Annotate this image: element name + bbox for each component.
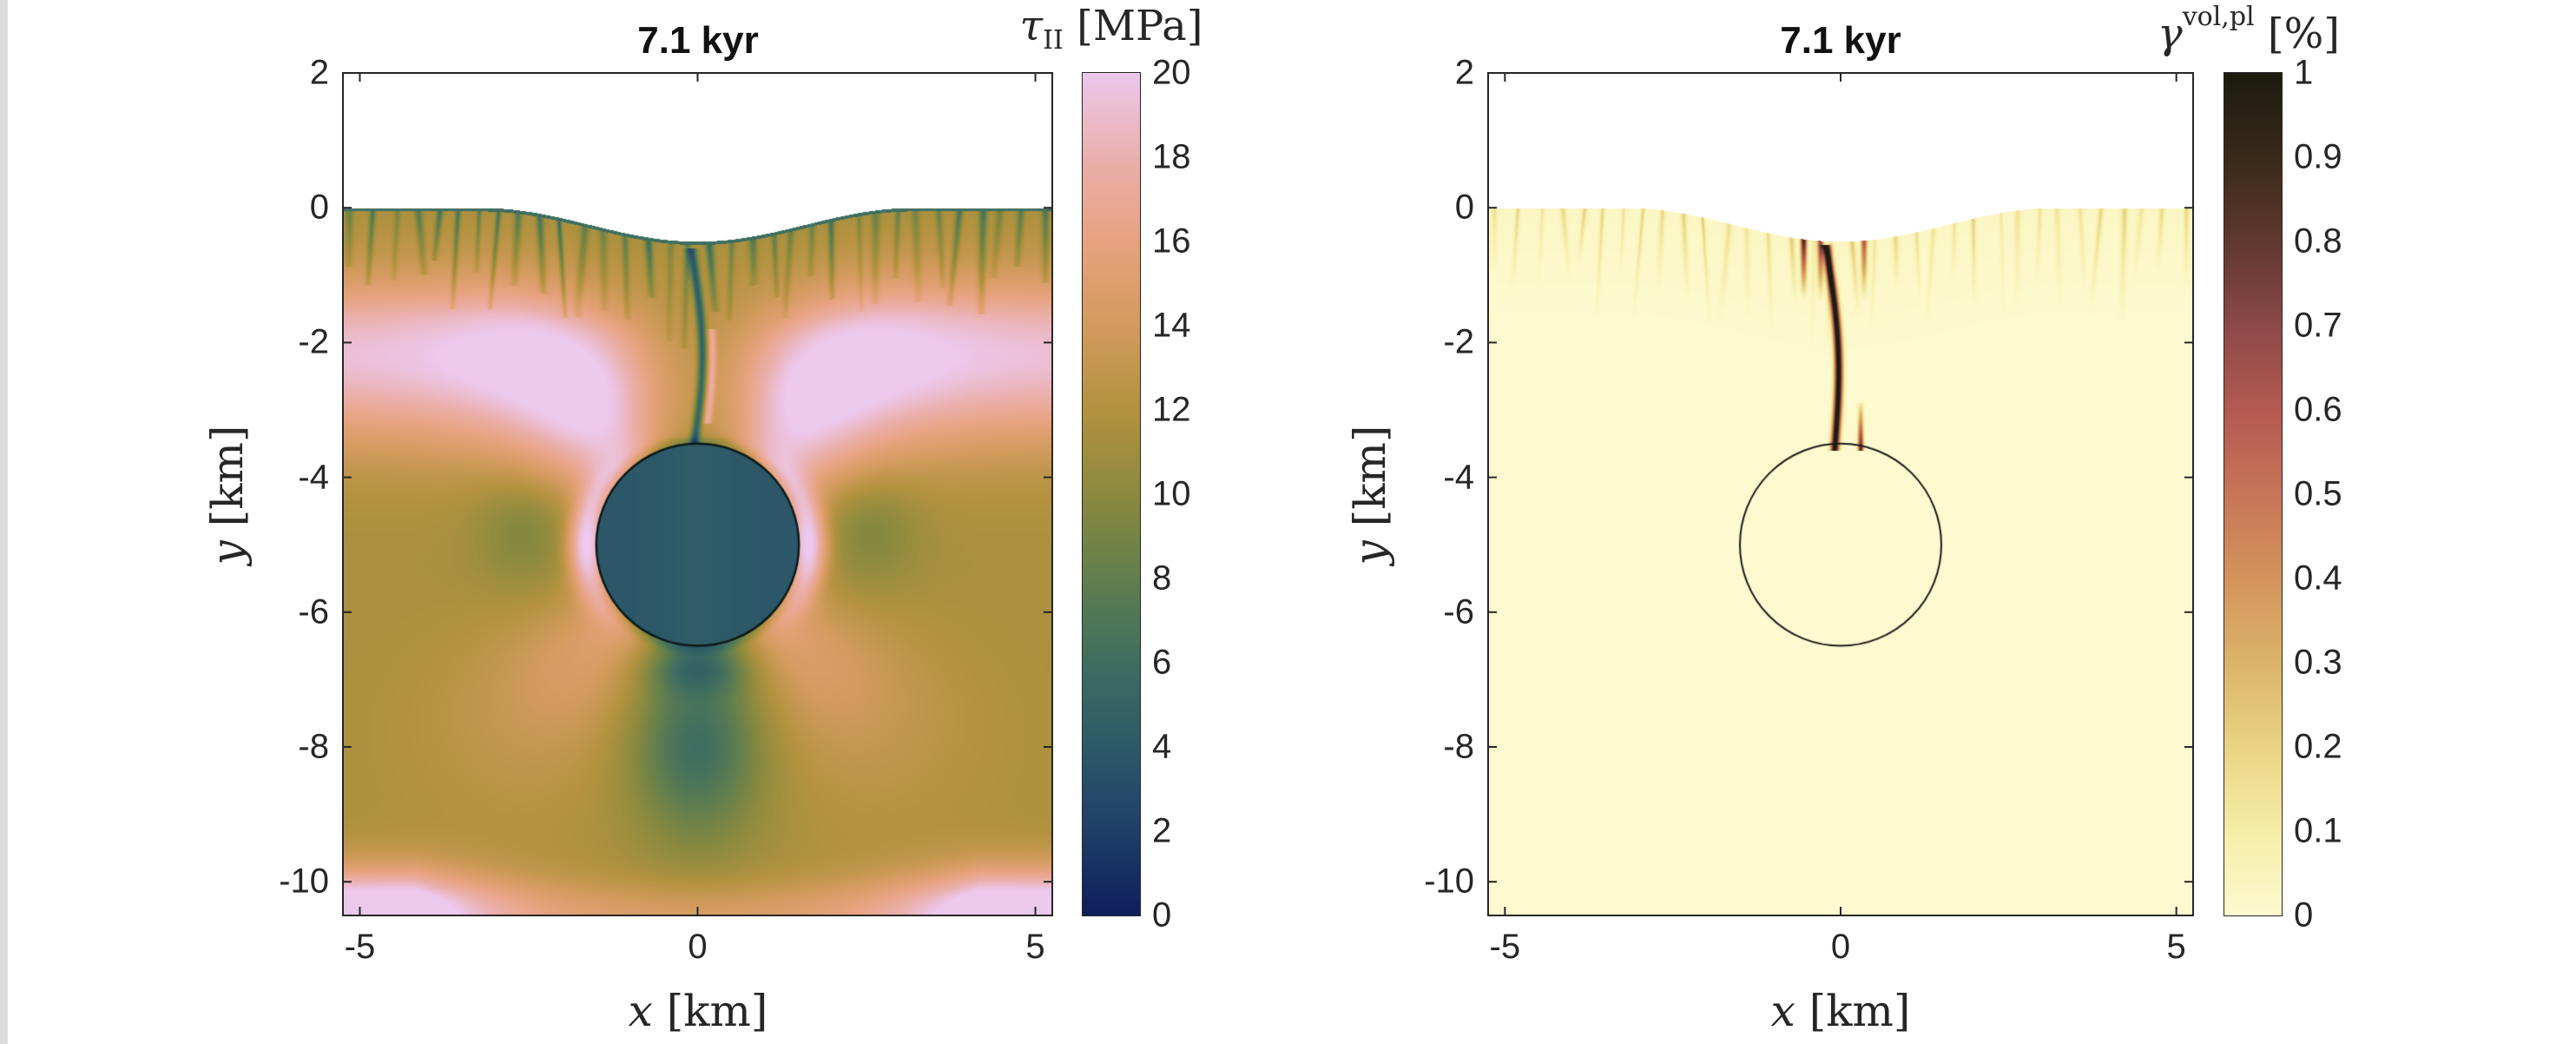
y-axis-label: y [km] [1345,425,1395,565]
colorbar-tick-label: 0.5 [2294,474,2342,513]
y-tick-label: 0 [309,188,329,227]
colorbar-tick-label: 16 [1152,221,1191,261]
x-axis-label: x [km] [628,986,768,1036]
panel-title: 7.1 kyr [1780,19,1901,62]
y-tick-label: 2 [1454,53,1474,92]
y-tick-label: -10 [279,862,329,901]
x-axis-label: x [km] [1770,986,1911,1036]
axes-frame [1487,72,2194,916]
colorbar-tick-label: 0 [1152,895,1172,935]
x-tick-label: 0 [1830,928,1851,966]
colorbar-tick-label: 1 [2294,53,2314,92]
plastic-strain-colorbar [2224,73,2282,915]
y-tick-label: -8 [1443,727,1474,766]
y-tick-label: -2 [298,322,329,361]
x-tick-label: -5 [344,928,376,966]
y-tick-label: -8 [298,727,329,766]
colorbar-tick-label: 0.6 [2294,390,2342,429]
y-tick-label: 2 [309,53,329,92]
colorbar-tick-label: 0.8 [2294,221,2342,261]
stress-colorbar [1083,73,1140,915]
colorbar-tick-label: 2 [1152,811,1172,850]
colorbar-tick-label: 4 [1152,727,1172,766]
colorbar-tick-label: 0.7 [2294,306,2342,345]
colorbar-tick-label: 0.4 [2294,558,2342,598]
y-tick-label: -4 [1443,458,1474,497]
x-tick-label: 5 [1025,928,1045,966]
colorbar-tick-label: 0.9 [2294,137,2342,176]
colorbar-label: τII [MPa] [1019,2,1203,56]
y-tick-label: 0 [1454,188,1474,227]
colorbar-tick-label: 10 [1152,474,1191,513]
panel-title: 7.1 kyr [637,19,759,62]
y-tick-label: -6 [1443,592,1474,631]
colorbar-tick-label: 14 [1152,306,1191,345]
y-tick-label: -6 [298,592,329,631]
y-tick-label: -4 [298,458,329,497]
colorbar-tick-label: 18 [1152,137,1191,176]
window-edge [0,0,8,1044]
colorbar-tick-label: 0 [2294,895,2314,935]
x-tick-label: -5 [1489,928,1521,966]
colorbar-tick-label: 8 [1152,558,1172,598]
x-tick-label: 5 [2166,928,2186,966]
colorbar-tick-label: 12 [1152,390,1191,429]
plastic-strain-heatmap [1488,73,2193,915]
colorbar-tick-label: 0.3 [2294,643,2342,682]
colorbar-tick-label: 0.2 [2294,727,2342,766]
colorbar-tick-label: 6 [1152,643,1172,682]
y-tick-label: -10 [1424,862,1474,901]
stress-heatmap [343,73,1052,915]
y-tick-label: -2 [1443,322,1474,361]
colorbar-tick-label: 20 [1152,53,1191,92]
colorbar-label: γvol,pl [%] [2158,2,2340,58]
colorbar-tick-label: 0.1 [2294,811,2342,850]
x-tick-label: 0 [688,928,708,966]
